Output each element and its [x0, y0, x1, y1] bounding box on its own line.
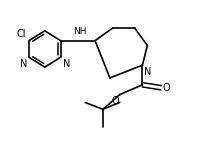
Text: N: N — [20, 59, 27, 69]
Text: O: O — [111, 96, 119, 106]
Text: Cl: Cl — [17, 29, 26, 39]
Text: N: N — [144, 67, 152, 77]
Text: N: N — [63, 59, 70, 69]
Text: O: O — [162, 83, 170, 93]
Text: NH: NH — [73, 27, 86, 36]
